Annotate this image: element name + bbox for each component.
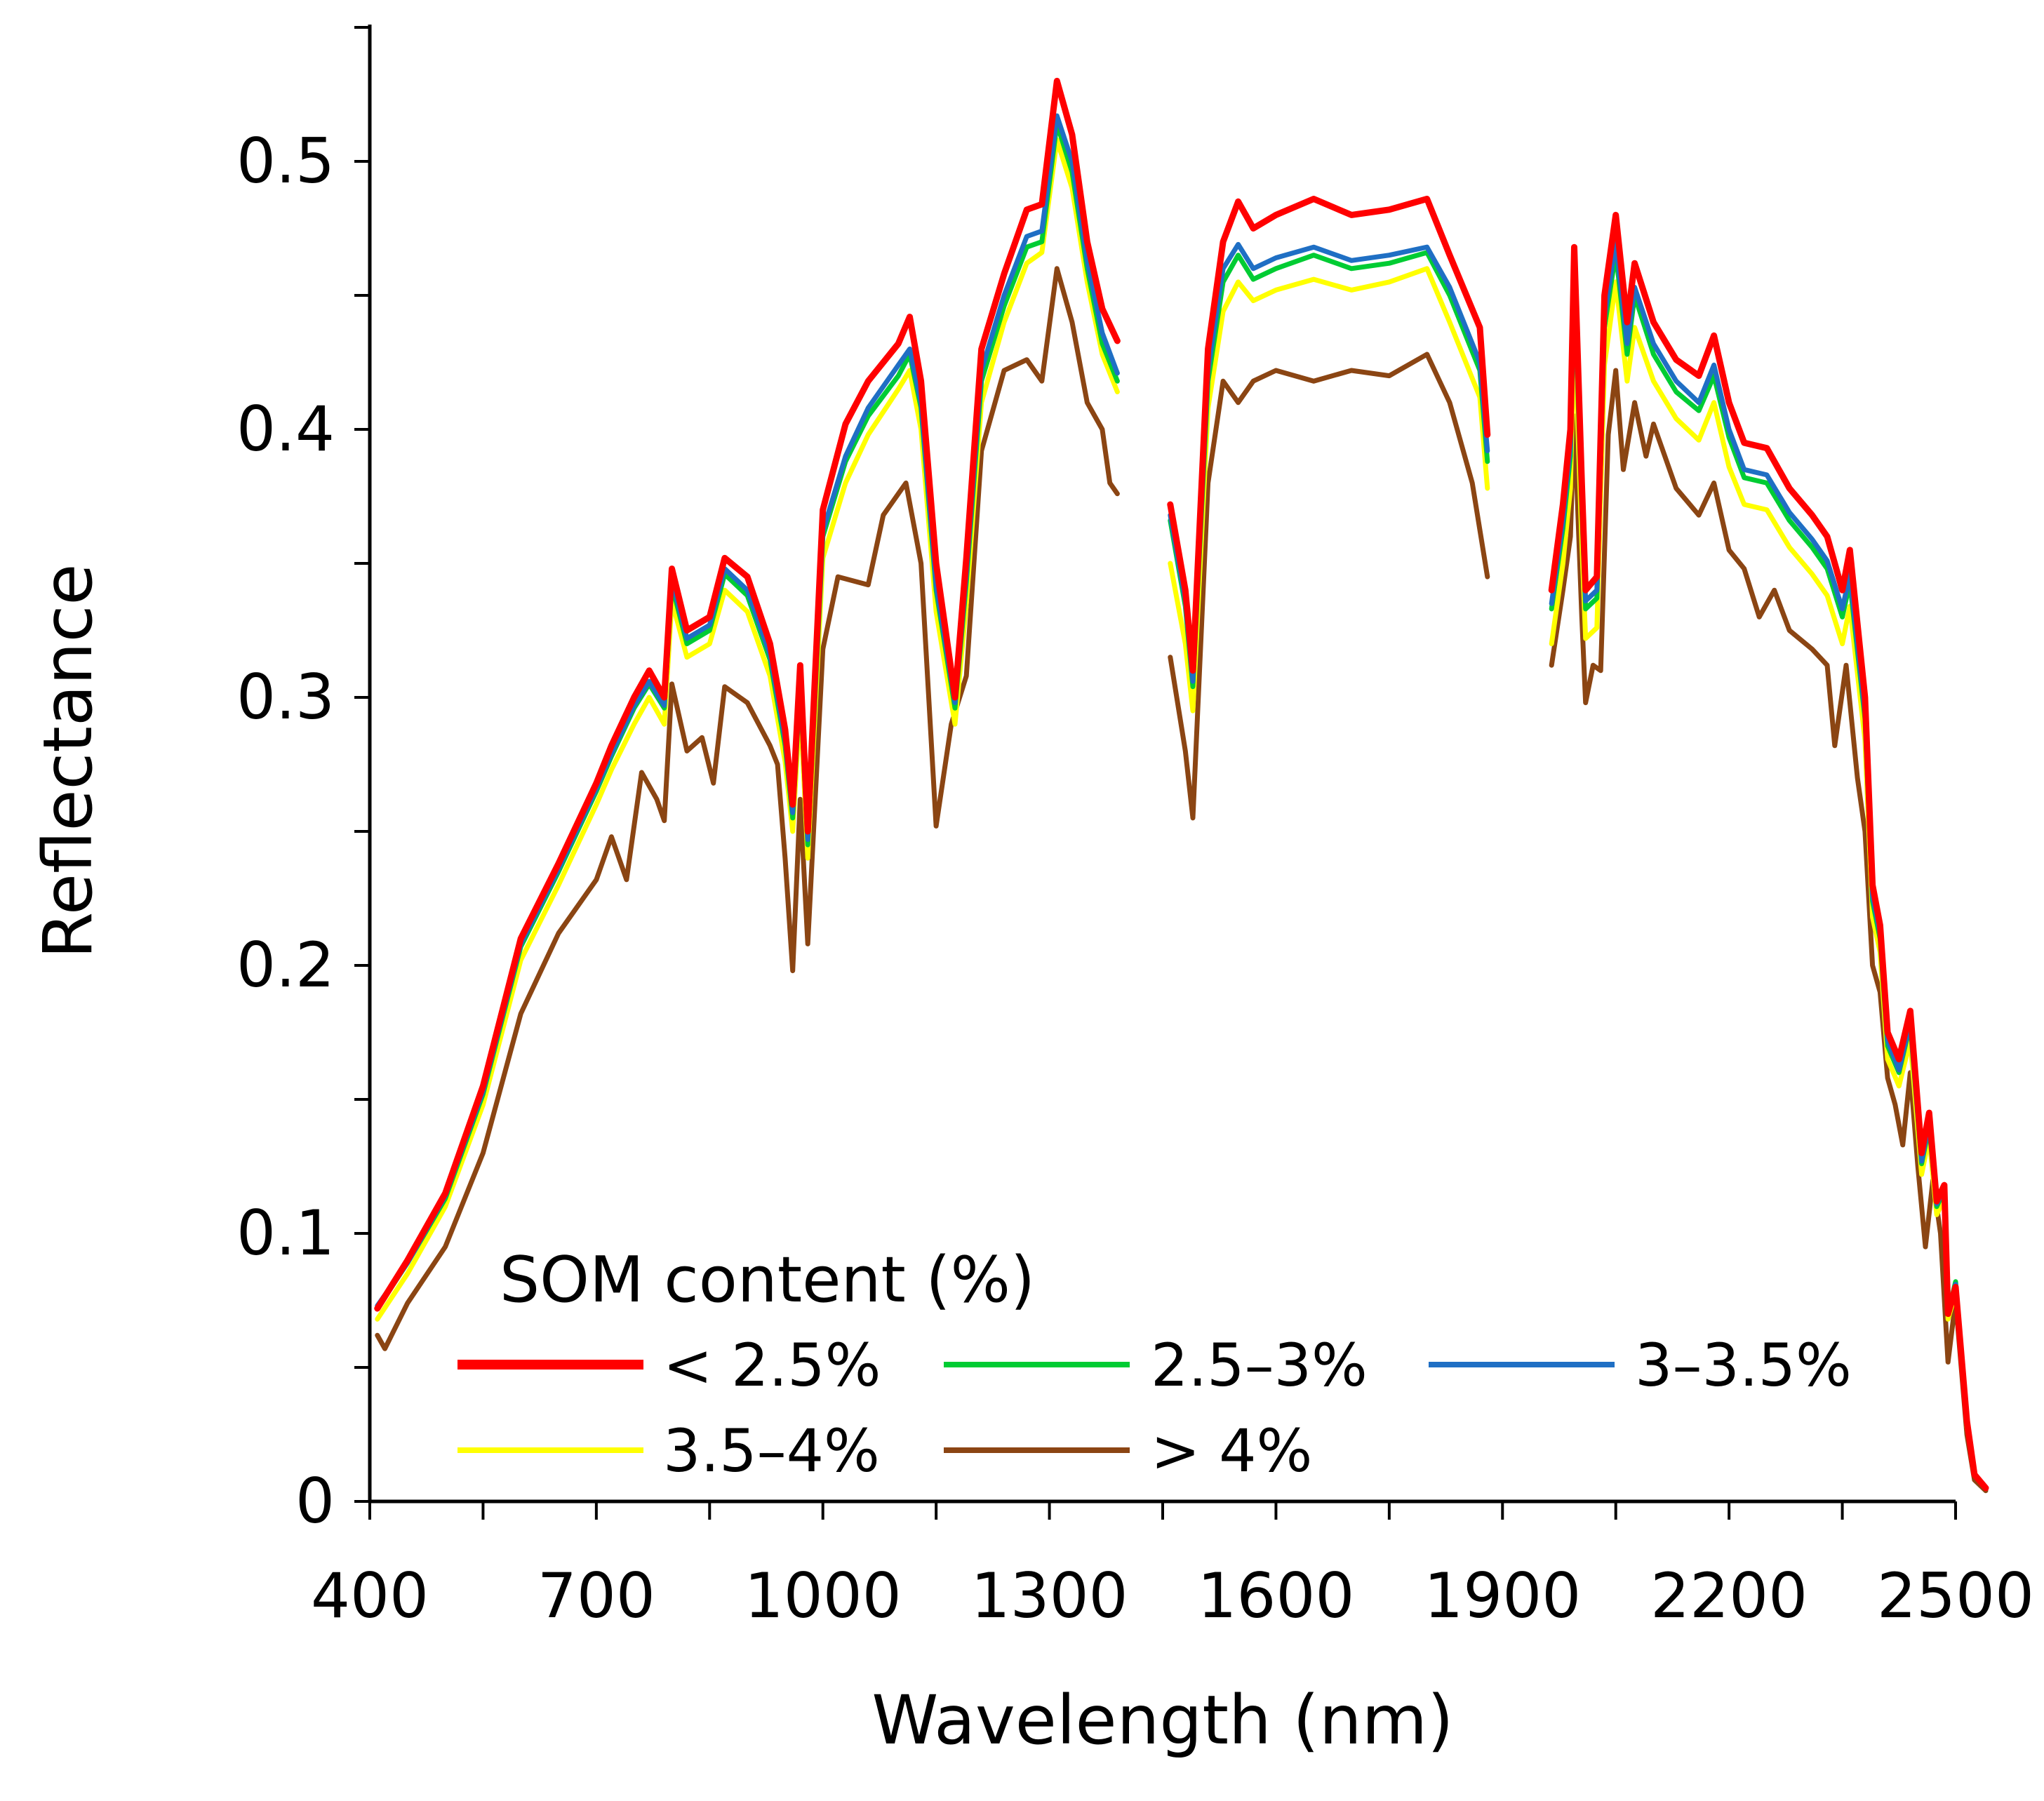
series-line (1549, 279, 1989, 1491)
series-line (1168, 241, 1490, 684)
x-axis-title: Wavelength (nm) (871, 1681, 1453, 1760)
ticks: 0 0.1 0.2 0.3 0.4 0.5 400 700 1000 1300 1600 1900 22… (236, 26, 2034, 1632)
series-line (1548, 211, 1989, 1492)
series-line (1549, 250, 1989, 1491)
y-tick-label: 0.1 (236, 1197, 335, 1269)
x-tick-label: 1300 (971, 1560, 1128, 1632)
x-tick-label: 1000 (744, 1560, 902, 1632)
series-line (1168, 266, 1490, 714)
legend: SOM content (%) < 2.5% 2.5–3% 3–3.5% 3.5–4%… (457, 1243, 1852, 1485)
series-line (374, 77, 1121, 1312)
series-lines (374, 77, 1989, 1494)
legend-label: 3–3.5% (1635, 1331, 1852, 1400)
y-tick-label: 0.5 (236, 125, 335, 197)
legend-label: 2.5–3% (1151, 1331, 1368, 1400)
series-line (1168, 352, 1490, 821)
y-tick-label: 0.3 (236, 661, 335, 733)
y-tick-label: 0 (295, 1465, 335, 1537)
x-tick-label: 400 (311, 1560, 429, 1632)
legend-title: SOM content (%) (500, 1243, 1035, 1317)
series-line (1549, 368, 1989, 1494)
y-axis-title: Reflectance (29, 564, 107, 959)
y-tick-label: 0.2 (236, 929, 335, 1001)
series-line (375, 266, 1120, 1351)
legend-label: > 4% (1151, 1417, 1312, 1485)
legend-label: 3.5–4% (663, 1417, 880, 1485)
series-line (1549, 239, 1989, 1491)
x-tick-label: 2500 (1877, 1560, 2034, 1632)
x-tick-label: 1600 (1197, 1560, 1354, 1632)
x-tick-label: 2200 (1650, 1560, 1808, 1632)
series-line (1167, 196, 1491, 674)
y-tick-label: 0.4 (236, 393, 335, 465)
legend-label: < 2.5% (663, 1331, 881, 1400)
x-tick-label: 700 (537, 1560, 655, 1632)
x-tick-label: 1900 (1424, 1560, 1581, 1632)
